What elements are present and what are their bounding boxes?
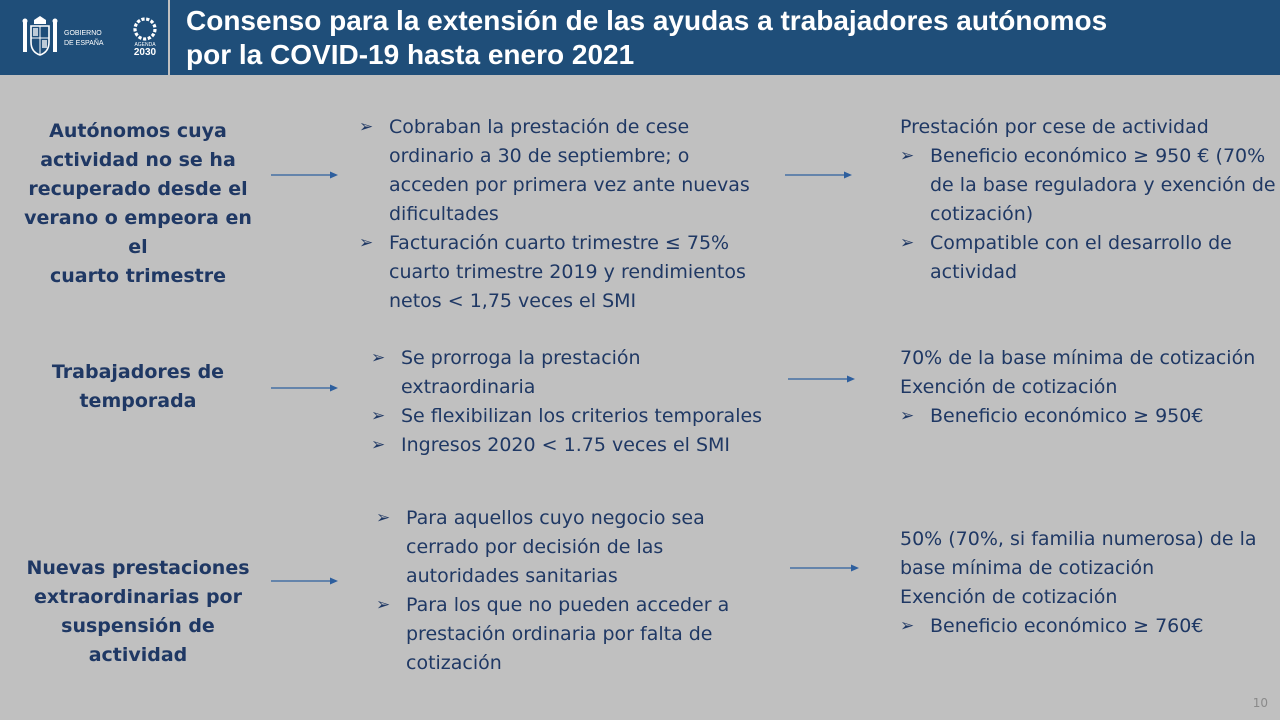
row-2-label: Trabajadores de temporada xyxy=(14,358,262,416)
benefit-intro: base mínima de cotización xyxy=(900,557,1155,579)
coat-of-arms-icon xyxy=(22,16,58,56)
condition-item: ➢ Cobraban la prestación de cese ordinar… xyxy=(359,113,779,229)
condition-item: ➢ Para aquellos cuyo negocio sea cerrado… xyxy=(376,504,786,591)
label-line: suspensión de actividad xyxy=(61,615,215,666)
gobierno-line2: DE ESPAÑA xyxy=(64,40,104,47)
gobierno-text: GOBIERNO DE ESPAÑA xyxy=(64,29,104,49)
benefit-intro: Exención de cotización xyxy=(900,586,1118,608)
label-line: actividad no se ha xyxy=(40,149,236,171)
benefit-item: ➢ Compatible con el desarrollo de activi… xyxy=(900,229,1278,287)
label-line: Nuevas prestaciones xyxy=(26,557,250,579)
label-line: temporada xyxy=(79,390,197,412)
bullet-arrow-icon: ➢ xyxy=(900,146,915,166)
row-1-label: Autónomos cuya actividad no se ha recupe… xyxy=(14,117,262,291)
bullet-arrow-icon: ➢ xyxy=(376,595,391,615)
condition-item: ➢ Ingresos 2020 < 1.75 veces el SMI xyxy=(371,431,781,460)
label-line: Autónomos cuya xyxy=(49,120,227,142)
arrow-right-icon xyxy=(785,171,852,179)
bullet-arrow-icon: ➢ xyxy=(900,616,915,636)
condition-item: ➢ Se flexibilizan los criterios temporal… xyxy=(371,402,781,431)
slide-title: Consenso para la extensión de las ayudas… xyxy=(186,4,1276,72)
row-2-conditions: ➢ Se prorroga la prestación extraordinar… xyxy=(371,344,781,460)
row-3-benefits: 50% (70%, si familia numerosa) de la bas… xyxy=(900,525,1278,641)
label-line: Trabajadores de xyxy=(51,361,225,383)
label-line: recuperado desde el xyxy=(28,178,248,200)
benefit-intro: 70% de la base mínima de cotización xyxy=(900,347,1256,369)
benefit-item: ➢ Beneficio económico ≥ 950 € (70% de la… xyxy=(900,142,1278,229)
row-1-conditions: ➢ Cobraban la prestación de cese ordinar… xyxy=(359,113,779,316)
condition-item: ➢ Facturación cuarto trimestre ≤ 75% cua… xyxy=(359,229,779,316)
bullet-arrow-icon: ➢ xyxy=(900,233,915,253)
agenda-year: 2030 xyxy=(133,47,157,58)
slide-header: GOBIERNO DE ESPAÑA AGENDA 2030 Consenso … xyxy=(0,0,1280,75)
bullet-arrow-icon: ➢ xyxy=(376,508,391,528)
logo-area: GOBIERNO DE ESPAÑA AGENDA 2030 xyxy=(0,0,170,75)
label-line: extraordinarias por xyxy=(34,586,242,608)
page-number: 10 xyxy=(1252,696,1268,710)
bullet-arrow-icon: ➢ xyxy=(371,348,386,368)
arrow-right-icon xyxy=(271,171,338,179)
bullet-arrow-icon: ➢ xyxy=(359,233,374,253)
label-line: verano o empeora en el xyxy=(24,207,252,258)
label-line: cuarto trimestre xyxy=(49,265,227,287)
condition-item: ➢ Para los que no pueden acceder a prest… xyxy=(376,591,786,678)
agenda-2030-icon xyxy=(133,17,157,41)
bullet-arrow-icon: ➢ xyxy=(900,406,915,426)
arrow-right-icon xyxy=(271,384,338,392)
arrow-right-icon xyxy=(790,564,859,572)
condition-item: ➢ Se prorroga la prestación extraordinar… xyxy=(371,344,781,402)
title-line-2: por la COVID-19 hasta enero 2021 xyxy=(186,39,635,70)
benefit-intro: Prestación por cese de actividad xyxy=(900,116,1209,138)
arrow-right-icon xyxy=(788,375,855,383)
agenda-label: AGENDA xyxy=(134,42,156,48)
title-line-1: Consenso para la extensión de las ayudas… xyxy=(186,5,1108,36)
bullet-arrow-icon: ➢ xyxy=(371,406,386,426)
row-1-benefits: Prestación por cese de actividad ➢ Benef… xyxy=(900,113,1278,287)
gobierno-line1: GOBIERNO xyxy=(64,30,102,37)
row-3-label: Nuevas prestaciones extraordinarias por … xyxy=(14,554,262,670)
benefit-intro: 50% (70%, si familia numerosa) de la xyxy=(900,528,1257,550)
bullet-arrow-icon: ➢ xyxy=(371,435,386,455)
benefit-item: ➢ Beneficio económico ≥ 760€ xyxy=(900,612,1278,641)
benefit-item: ➢ Beneficio económico ≥ 950€ xyxy=(900,402,1278,431)
benefit-intro: Exención de cotización xyxy=(900,376,1118,398)
bullet-arrow-icon: ➢ xyxy=(359,117,374,137)
arrow-right-icon xyxy=(271,577,338,585)
row-2-benefits: 70% de la base mínima de cotización Exen… xyxy=(900,344,1278,431)
row-3-conditions: ➢ Para aquellos cuyo negocio sea cerrado… xyxy=(376,504,786,678)
